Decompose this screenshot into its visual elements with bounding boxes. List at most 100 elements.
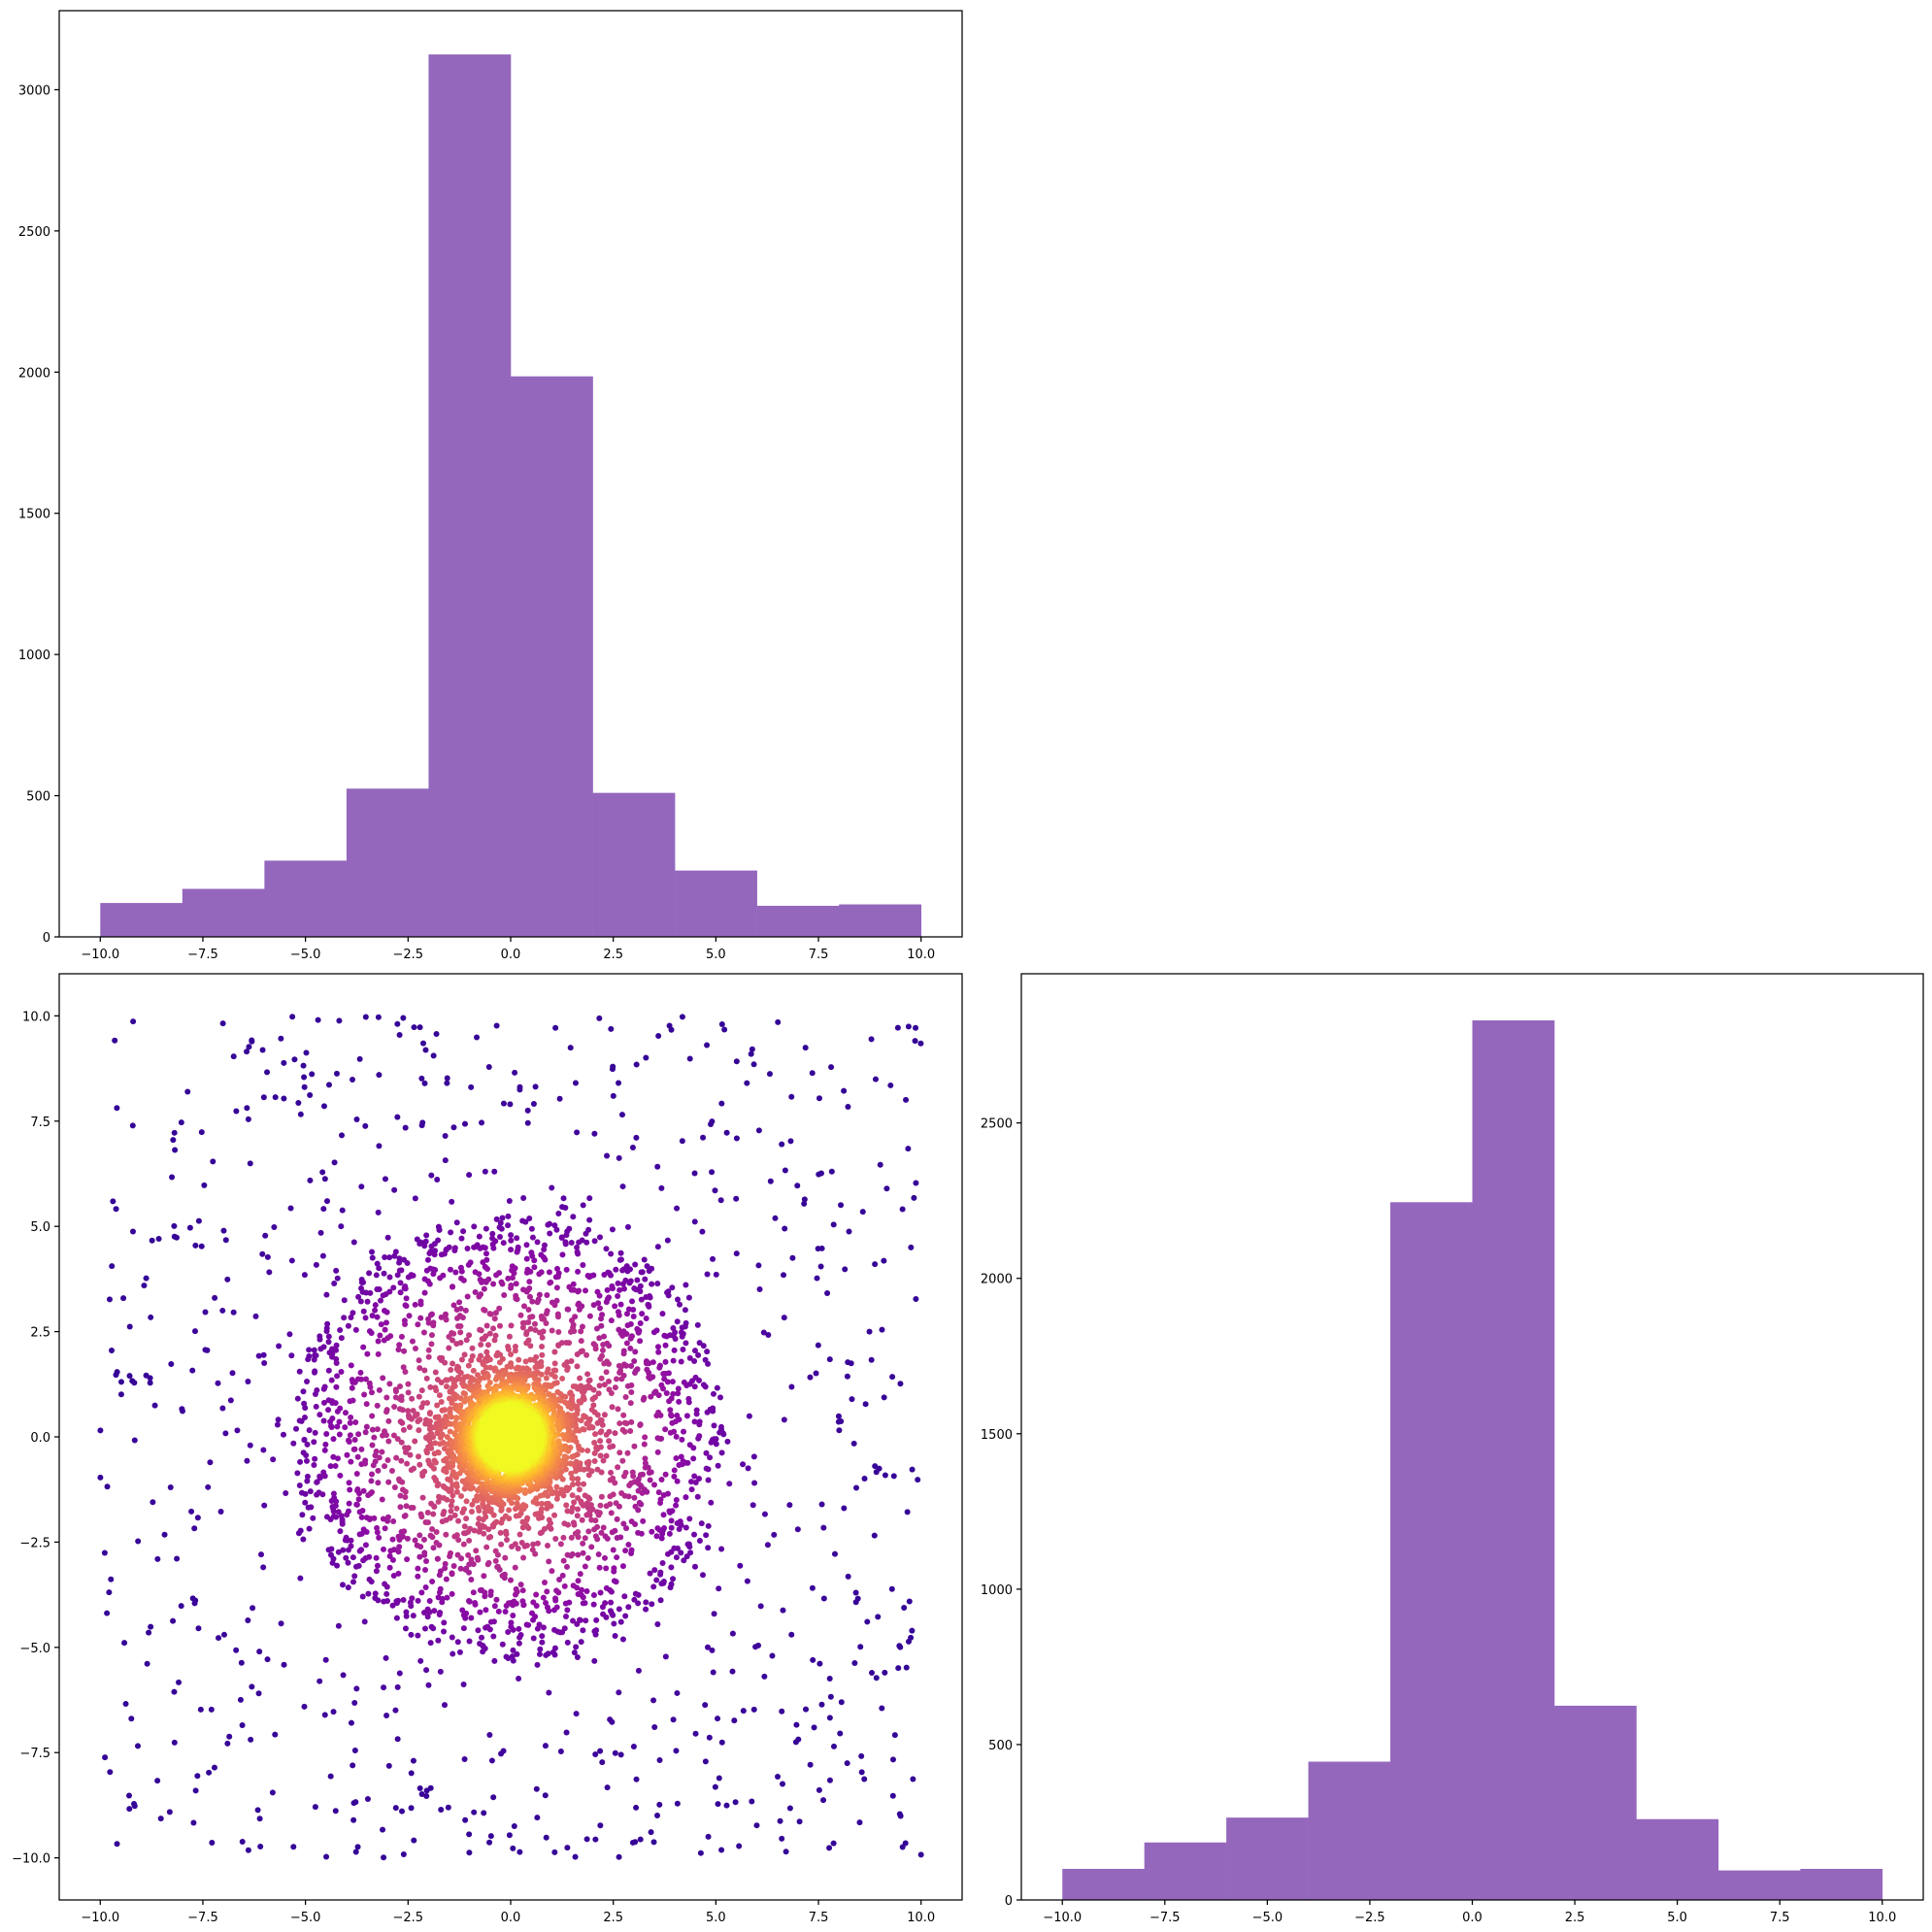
scatter-point [586,1424,593,1431]
x-tick-label: 5.0 [706,948,726,962]
scatter-point [593,1325,600,1332]
scatter-point [490,1281,497,1287]
scatter-point [624,1322,631,1329]
scatter-point [321,1473,328,1480]
scatter-point [820,1797,827,1804]
scatter-point [872,1076,879,1083]
scatter-point [534,1239,541,1246]
scatter-point [446,1345,452,1351]
scatter-point [374,1426,381,1433]
scatter-point [417,1544,424,1550]
scatter-point [630,1314,637,1320]
scatter-point [374,1260,381,1267]
scatter-point [496,1359,503,1366]
scatter-point [463,1498,470,1505]
scatter-point [850,1440,857,1447]
scatter-point [210,1158,217,1165]
scatter-point [398,1457,405,1464]
scatter-point [450,1283,456,1290]
scatter-point [411,1837,417,1844]
scatter-point [453,1415,460,1421]
scatter-point [508,1619,515,1626]
scatter-point [602,1600,609,1607]
scatter-point [608,1025,615,1032]
scatter-point [365,1590,372,1597]
scatter-point [420,1329,427,1336]
scatter-point [110,1198,117,1205]
scatter-point [321,1712,328,1718]
scatter-point [351,1747,358,1753]
scatter-point [674,1318,681,1325]
scatter-point [350,1397,356,1404]
scatter-point [307,1177,314,1183]
scatter-point [355,1562,362,1569]
scatter-point [607,1477,614,1483]
scatter-point [618,1376,625,1382]
scatter-point [441,1250,448,1257]
scatter-point [332,1503,339,1510]
scatter-point [603,1452,610,1459]
scatter-point [369,1254,376,1261]
scatter-point [533,1591,540,1598]
scatter-point [405,1381,412,1387]
scatter-point [393,1454,400,1461]
scatter-point [544,1369,550,1376]
scatter-point [436,1392,443,1399]
scatter-point [654,1435,661,1442]
scatter-point [704,1042,711,1049]
scatter-point [445,1804,451,1811]
scatter-point [363,1528,370,1535]
scatter-point [319,1169,326,1176]
scatter-point [400,1426,407,1433]
scatter-point [244,1457,250,1464]
scatter-point [496,1233,503,1240]
scatter-point [674,1689,681,1696]
scatter-point [465,1551,472,1558]
scatter-point [360,1279,367,1285]
scatter-point [340,1547,347,1553]
x-tick-label: −10.0 [81,948,119,962]
scatter-point [654,1244,661,1250]
scatter-point [414,1411,420,1417]
scatter-point [685,1294,692,1301]
scatter-point [537,1492,544,1499]
scatter-point [396,1031,403,1038]
scatter-point [477,1641,483,1648]
scatter-point [396,1544,403,1550]
scatter-point [374,1524,381,1531]
scatter-point [174,1555,181,1562]
scatter-point [607,1444,614,1450]
scatter-point [576,1486,583,1493]
scatter-point [281,1059,287,1066]
scatter-point [488,1757,495,1764]
scatter-point [403,1609,410,1616]
scatter-point [384,1514,391,1520]
scatter-point [713,1441,719,1448]
scatter-point [670,1357,677,1364]
scatter-point [412,1345,418,1351]
scatter-point [373,1448,380,1454]
scatter-point [498,1225,505,1232]
scatter-point [789,1254,796,1261]
scatter-point [835,1418,842,1425]
scatter-point [180,1408,186,1415]
scatter-point [583,1351,590,1358]
scatter-point [461,1120,468,1127]
scatter-point [155,1236,162,1243]
scatter-point [508,1322,515,1329]
scatter-point [256,1815,263,1822]
scatter-point [257,1551,264,1558]
scatter-point [302,1490,309,1497]
scatter-point [504,1536,511,1543]
scatter-point [337,1472,344,1479]
scatter-point [487,1833,494,1840]
scatter-point [897,1381,904,1387]
scatter-point [114,1841,120,1848]
scatter-point [568,1534,575,1541]
scatter-point [416,1357,422,1364]
scatter-point [295,1099,302,1106]
scatter-point [845,1103,851,1110]
scatter-point [622,1393,629,1400]
scatter-point [447,1428,453,1435]
scatter-point [394,1683,401,1690]
